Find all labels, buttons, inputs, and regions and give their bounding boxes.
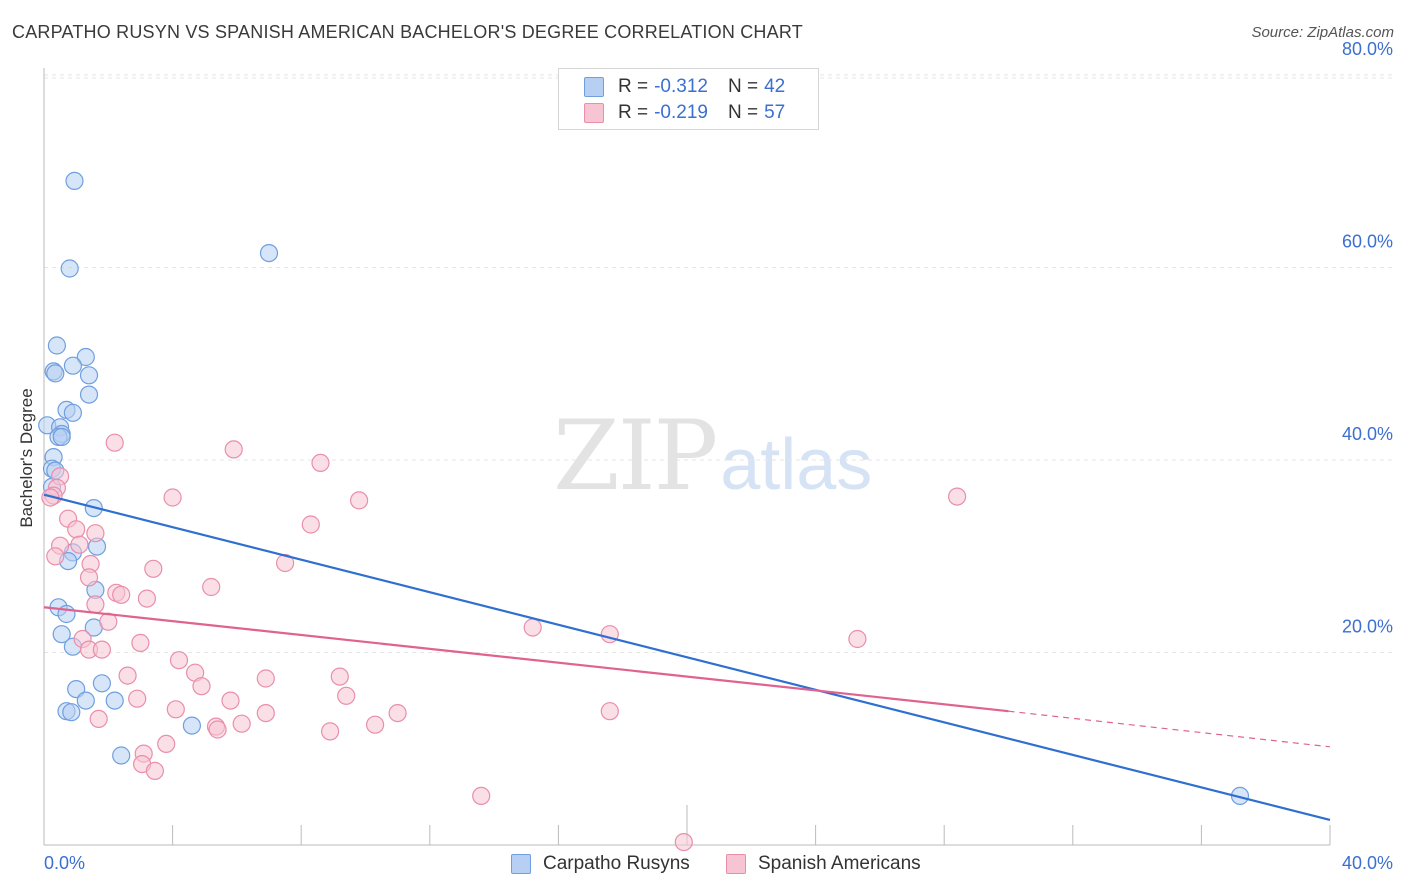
spanish-americans-point: [89, 709, 108, 729]
spanish-americans-point: [67, 520, 86, 539]
spanish-americans-point: [256, 669, 275, 688]
legend-r-value: -0.312: [654, 76, 708, 97]
carpatho-rusyns-point: [112, 746, 131, 765]
spanish-americans-point: [128, 689, 147, 708]
legend-r-label: R =: [618, 76, 649, 97]
carpatho-rusyns-point: [62, 703, 81, 722]
grid-lines: [44, 74, 1393, 653]
spanish-americans-point: [311, 453, 330, 472]
spanish-americans-point: [208, 720, 227, 739]
legend-r-value: -0.219: [654, 102, 708, 123]
carpatho-rusyns-point: [259, 244, 279, 263]
chart-title: CARPATHO RUSYN VS SPANISH AMERICAN BACHE…: [12, 22, 803, 42]
spanish-americans-point: [192, 677, 211, 696]
spanish-americans-point: [947, 487, 967, 506]
spanish-americans-point: [70, 535, 89, 554]
spanish-americans-trend-line: [43, 606, 1009, 713]
carpatho-rusyns-point: [65, 171, 84, 190]
carpatho-rusyns-point: [63, 403, 83, 422]
carpatho-rusyns-point: [79, 385, 99, 404]
legend-n-label: N =: [727, 76, 759, 97]
spanish-americans-point: [112, 585, 131, 604]
legend-n-value: 57: [764, 102, 786, 123]
spanish-americans-point: [523, 618, 542, 637]
carpatho-rusyns-point: [60, 259, 79, 278]
spanish-americans-point: [224, 440, 243, 459]
spanish-americans-point: [105, 433, 124, 452]
spanish-americans-point: [169, 651, 189, 670]
legend-swatch-blue: [584, 77, 604, 97]
legend-n-label: N =: [727, 102, 759, 123]
y-tick-label: 80.0%: [1342, 39, 1393, 59]
carpatho-rusyns-point: [105, 691, 124, 710]
carpatho-rusyns-point: [182, 716, 201, 735]
x-tick-label: 40.0%: [1342, 853, 1393, 873]
tick-labels: 20.0% 40.0% 60.0% 80.0% 0.0% 40.0%: [44, 39, 1393, 873]
spanish-americans-point: [472, 786, 491, 806]
bottom-legend-carpatho-rusyns: Carpatho Rusyns: [511, 852, 690, 876]
carpatho-rusyns-point: [76, 691, 95, 710]
spanish-americans-point: [256, 703, 275, 723]
spanish-americans-point: [144, 559, 163, 578]
bottom-legend-spanish-americans: Spanish Americans: [726, 852, 921, 876]
spanish-americans-point: [330, 667, 349, 686]
carpatho-rusyns-point: [52, 427, 71, 446]
spanish-americans-point: [366, 715, 385, 734]
carpatho-rusyns-trend-line: [43, 493, 1331, 822]
y-tick-label: 40.0%: [1342, 424, 1393, 444]
spanish-americans-point: [118, 666, 137, 685]
spanish-americans-point: [202, 577, 221, 597]
bottom-legend-swatch-blue: [511, 854, 531, 874]
correlation-legend: R = -0.312 N = 42 R = -0.219 N = 57: [558, 68, 819, 130]
legend-n-value: 42: [764, 76, 786, 97]
spanish-americans-point: [137, 589, 156, 608]
y-axis-title: Bachelor's Degree: [17, 388, 36, 528]
carpatho-rusyns-point: [47, 336, 67, 355]
y-tick-label: 60.0%: [1342, 232, 1393, 252]
legend-row-carpatho-rusyns: R = -0.312 N = 42: [584, 75, 785, 99]
spanish-americans-point: [79, 568, 99, 587]
spanish-americans-point: [166, 700, 185, 719]
spanish-americans-point: [388, 703, 407, 723]
carpatho-rusyns-point: [46, 364, 65, 383]
spanish-americans-point: [600, 702, 619, 721]
spanish-americans-point: [145, 761, 164, 781]
spanish-americans-point: [86, 595, 105, 614]
carpatho-rusyns-point: [76, 347, 95, 367]
spanish-americans-point: [337, 686, 356, 705]
spanish-americans-point: [92, 640, 112, 659]
legend-r-label: R =: [618, 102, 649, 123]
bottom-legend-label: Carpatho Rusyns: [543, 853, 690, 874]
legend-swatch-pink: [584, 103, 604, 123]
carpatho-rusyns-points: [38, 171, 1250, 806]
spanish-americans-point: [674, 832, 693, 852]
spanish-americans-point: [232, 714, 251, 733]
spanish-americans-trend-extension: [1008, 710, 1331, 748]
spanish-americans-point: [321, 722, 340, 741]
spanish-americans-point: [221, 691, 240, 710]
spanish-americans-points: [41, 433, 967, 852]
x-tick-label: 0.0%: [44, 853, 85, 873]
spanish-americans-point: [46, 547, 65, 566]
spanish-americans-point: [163, 488, 182, 507]
spanish-americans-point: [86, 524, 105, 543]
trend-lines: [43, 493, 1331, 822]
bottom-legend-label: Spanish Americans: [758, 853, 921, 874]
bottom-legend-swatch-pink: [726, 854, 746, 874]
spanish-americans-point: [350, 491, 369, 510]
carpatho-rusyns-point: [92, 674, 112, 693]
carpatho-rusyns-point: [52, 625, 71, 644]
legend-row-spanish-americans: R = -0.219 N = 57: [584, 101, 785, 125]
chart-source: Source: ZipAtlas.com: [1251, 24, 1394, 41]
spanish-americans-point: [848, 629, 867, 649]
spanish-americans-point: [301, 515, 320, 534]
y-tick-label: 20.0%: [1342, 617, 1393, 637]
spanish-americans-point: [157, 734, 176, 754]
spanish-americans-point: [276, 553, 295, 573]
carpatho-rusyns-point: [79, 366, 99, 385]
spanish-americans-point: [131, 633, 150, 653]
carpatho-rusyns-point: [63, 356, 83, 375]
